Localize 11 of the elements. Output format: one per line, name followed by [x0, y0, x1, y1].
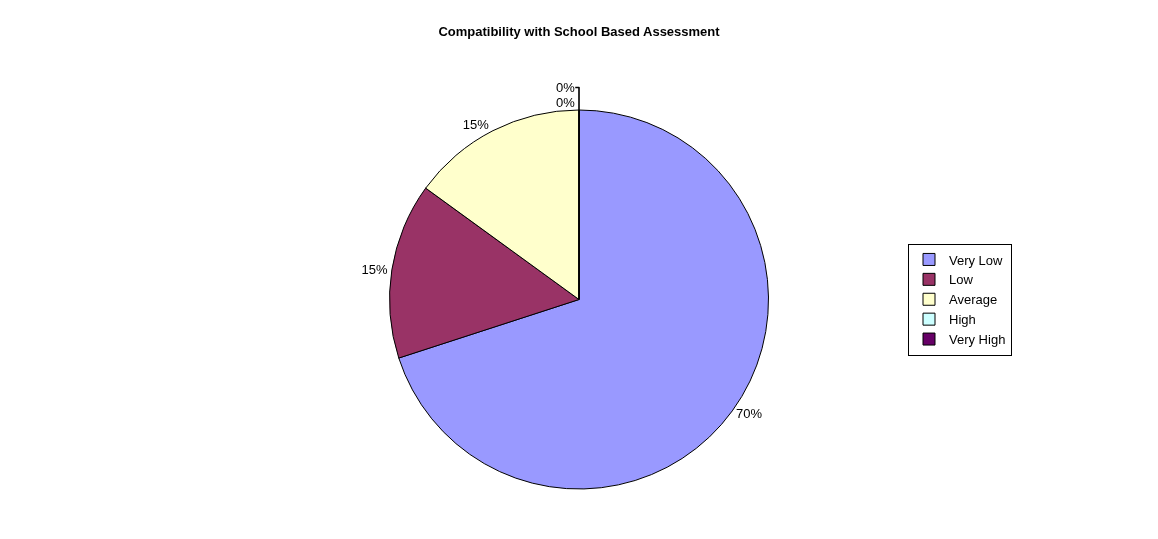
text: 0%	[556, 95, 575, 110]
data-label: 70%	[736, 405, 763, 421]
data-label: 15%	[462, 117, 490, 133]
legend-label: Very Low	[949, 252, 1004, 268]
text: 0%	[556, 80, 575, 95]
legend-label: Average	[949, 292, 998, 308]
data-label: 15%	[361, 262, 389, 278]
chart-title: Compatibility with School Based Assessment	[438, 24, 721, 40]
legend-label: Low	[949, 272, 974, 288]
legend-label: Very High	[949, 332, 1006, 348]
legend-label: High	[949, 312, 976, 328]
